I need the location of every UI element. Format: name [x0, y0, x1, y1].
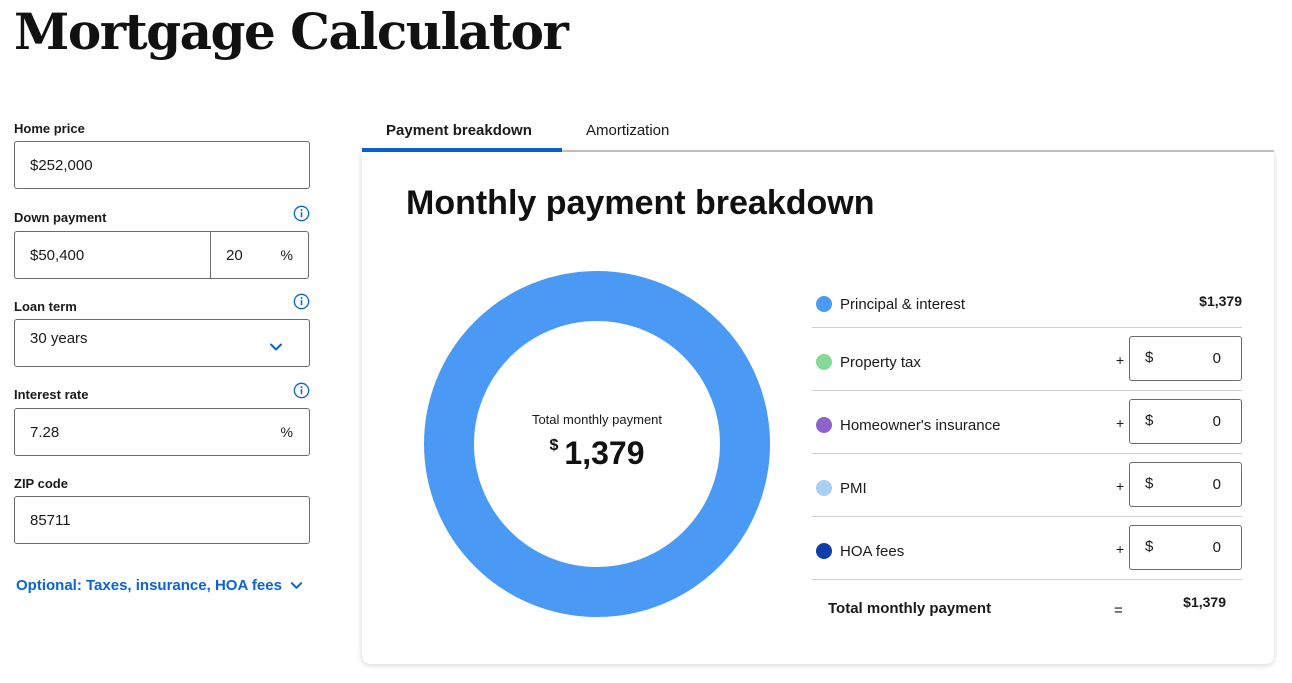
hoa-value: 0 — [1212, 539, 1221, 556]
donut-segment-principal-interest — [424, 271, 770, 617]
optional-fields-toggle[interactable]: Optional: Taxes, insurance, HOA fees — [16, 577, 303, 594]
info-icon[interactable] — [293, 293, 310, 310]
tab-amortization[interactable]: Amortization — [586, 122, 670, 139]
total-value: $1,379 — [1183, 594, 1226, 610]
currency-symbol: $ — [1145, 349, 1154, 366]
chevron-down-icon — [290, 582, 303, 589]
pmi-label: PMI — [840, 480, 867, 497]
pmi-value: 0 — [1212, 476, 1221, 493]
payment-donut-chart — [424, 271, 770, 617]
down-payment-label: Down payment — [14, 210, 107, 225]
principal-interest-label: Principal & interest — [840, 296, 966, 313]
info-icon[interactable] — [293, 382, 310, 399]
hoa-label: HOA fees — [840, 543, 905, 560]
currency-symbol: $ — [1145, 412, 1154, 429]
pmi-input[interactable]: $ 0 — [1129, 462, 1242, 507]
currency-symbol: $ — [1145, 475, 1154, 492]
interest-rate-label: Interest rate — [14, 387, 89, 402]
plus-sign: + — [1116, 478, 1125, 494]
plus-sign: + — [1116, 352, 1125, 368]
row-divider — [812, 516, 1242, 517]
loan-term-label: Loan term — [14, 299, 77, 314]
donut-center-label: Total monthly payment — [531, 412, 663, 427]
home-price-label: Home price — [14, 121, 85, 136]
donut-amount-value: 1,379 — [564, 435, 645, 471]
insurance-dot — [816, 417, 832, 433]
interest-rate-value: 7.28 — [30, 423, 60, 441]
total-label: Total monthly payment — [828, 600, 992, 617]
down-payment-amount-input[interactable]: $50,400 — [14, 231, 211, 279]
property-tax-dot — [816, 354, 832, 370]
principal-interest-dot — [816, 296, 832, 312]
row-divider — [812, 453, 1242, 454]
currency-symbol: $ — [1145, 538, 1154, 555]
property-tax-value: 0 — [1212, 350, 1221, 367]
donut-currency: $ — [549, 437, 559, 454]
row-divider — [812, 327, 1242, 328]
chevron-down-icon — [270, 343, 282, 351]
zip-code-value: 85711 — [30, 511, 71, 529]
hoa-dot — [816, 543, 832, 559]
tab-baseline — [562, 150, 1274, 152]
interest-rate-suffix: % — [280, 424, 293, 440]
donut-center: Total monthly payment $1,379 — [474, 412, 720, 472]
tab-active-indicator — [362, 148, 562, 152]
zip-code-label: ZIP code — [14, 476, 68, 491]
hoa-input[interactable]: $ 0 — [1129, 525, 1242, 570]
info-icon[interactable] — [293, 205, 310, 222]
donut-center-amount: $1,379 — [474, 435, 720, 472]
insurance-input[interactable]: $ 0 — [1129, 399, 1242, 444]
zip-code-input[interactable]: 85711 — [14, 496, 310, 544]
home-price-value: $252,000 — [30, 156, 93, 174]
tab-payment-breakdown[interactable]: Payment breakdown — [386, 122, 532, 139]
interest-rate-input[interactable]: 7.28 % — [14, 408, 310, 456]
property-tax-input[interactable]: $ 0 — [1129, 336, 1242, 381]
page-title: Mortgage Calculator — [14, 2, 569, 61]
percent-symbol: % — [280, 247, 293, 263]
optional-fields-label: Optional: Taxes, insurance, HOA fees — [16, 577, 282, 594]
principal-interest-value: $1,379 — [1199, 293, 1242, 309]
pmi-dot — [816, 480, 832, 496]
loan-term-select[interactable]: 30 years — [14, 319, 310, 367]
down-payment-amount-value: $50,400 — [30, 246, 85, 264]
plus-sign: + — [1116, 415, 1125, 431]
row-divider — [812, 390, 1242, 391]
breakdown-title: Monthly payment breakdown — [406, 184, 875, 222]
plus-sign: + — [1116, 541, 1125, 557]
loan-term-value: 30 years — [30, 330, 88, 347]
down-payment-percent-value: 20 — [226, 246, 243, 264]
insurance-value: 0 — [1212, 413, 1221, 430]
home-price-input[interactable]: $252,000 — [14, 141, 310, 189]
row-divider — [812, 579, 1242, 580]
down-payment-percent-input[interactable]: 20 % — [210, 231, 309, 279]
insurance-label: Homeowner's insurance — [840, 417, 1001, 434]
property-tax-label: Property tax — [840, 354, 921, 371]
equals-sign: = — [1114, 602, 1123, 619]
